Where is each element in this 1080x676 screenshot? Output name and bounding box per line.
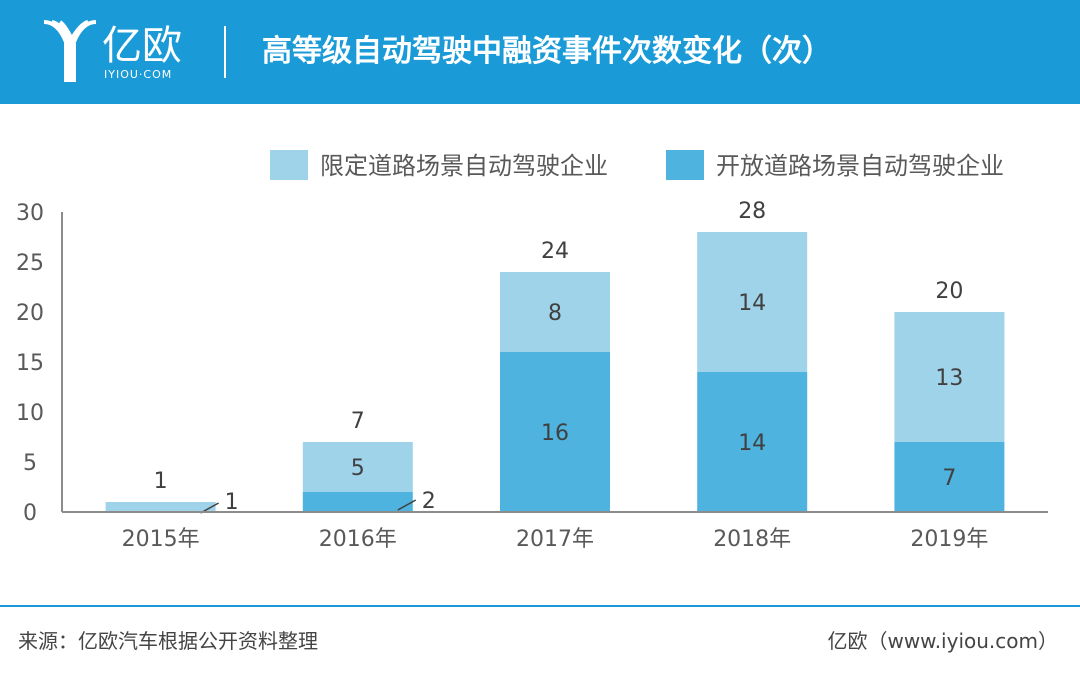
total-label: 28	[738, 199, 766, 224]
y-axis: 0 5 10 15 20 25 30	[16, 201, 63, 526]
legend: 限定道路场景自动驾驶企业 开放道路场景自动驾驶企业	[270, 150, 1004, 180]
brand-name: 亿欧	[102, 23, 182, 69]
segment-label-open: 14	[738, 431, 766, 456]
source-note: 来源：亿欧汽车根据公开资料整理	[18, 629, 318, 653]
total-label: 1	[154, 469, 168, 494]
bar-restricted-segment	[302, 442, 413, 492]
y-tick-label: 15	[16, 351, 44, 376]
segment-label-open: 16	[541, 421, 569, 446]
total-label: 24	[541, 239, 569, 264]
y-tick-label: 20	[16, 301, 44, 326]
x-tick-label: 2019年	[910, 527, 988, 552]
legend-swatch	[270, 150, 308, 180]
credit-note: 亿欧（www.iyiou.com）	[827, 629, 1058, 653]
bar-open-segment	[894, 442, 1005, 512]
bar-restricted-segment	[697, 232, 808, 372]
x-tick-label: 2018年	[713, 527, 791, 552]
bar-open-segment	[697, 372, 808, 512]
brand-logo-icon	[43, 20, 97, 82]
header-banner: 亿欧 IYIOU·COM 高等级自动驾驶中融资事件次数变化（次）	[0, 0, 1080, 104]
segment-label-open: 2	[422, 489, 436, 514]
bar-restricted-segment	[105, 502, 216, 512]
total-label: 20	[935, 279, 963, 304]
bar-open-segment	[302, 492, 413, 512]
chart-title: 高等级自动驾驶中融资事件次数变化（次）	[262, 34, 832, 69]
segment-label-restricted: 8	[548, 301, 562, 326]
leader-line	[397, 499, 417, 511]
segment-label-open: 7	[942, 466, 956, 491]
bars	[105, 232, 1005, 512]
legend-swatch	[666, 150, 704, 180]
bar-restricted-segment	[500, 272, 610, 352]
header-divider	[224, 26, 226, 78]
total-label: 7	[351, 409, 365, 434]
brand-logo: 亿欧 IYIOU·COM	[40, 16, 230, 90]
data-labels: 1 1 7 5 2 24 8 16 28 14 14 20 13 7	[154, 199, 964, 515]
x-tick-label: 2017年	[516, 527, 594, 552]
legend-label: 开放道路场景自动驾驶企业	[716, 152, 1004, 180]
segment-label-restricted: 13	[935, 366, 963, 391]
y-tick-label: 30	[16, 201, 44, 226]
y-tick-label: 10	[16, 401, 44, 426]
segment-label-restricted: 5	[351, 456, 365, 481]
bar-restricted-segment	[894, 312, 1005, 442]
segment-label-restricted: 14	[738, 291, 766, 316]
y-tick-label: 5	[23, 451, 37, 476]
brand-url: IYIOU·COM	[104, 68, 173, 81]
footer-divider	[0, 605, 1080, 607]
x-tick-label: 2015年	[122, 527, 200, 552]
x-tick-label: 2016年	[319, 527, 397, 552]
y-tick-label: 25	[16, 251, 44, 276]
x-axis: 2015年 2016年 2017年 2018年 2019年	[62, 511, 1048, 552]
bar-open-segment	[500, 352, 610, 512]
y-tick-label: 0	[23, 501, 37, 526]
legend-label: 限定道路场景自动驾驶企业	[320, 152, 608, 180]
segment-label-restricted: 1	[225, 490, 239, 515]
